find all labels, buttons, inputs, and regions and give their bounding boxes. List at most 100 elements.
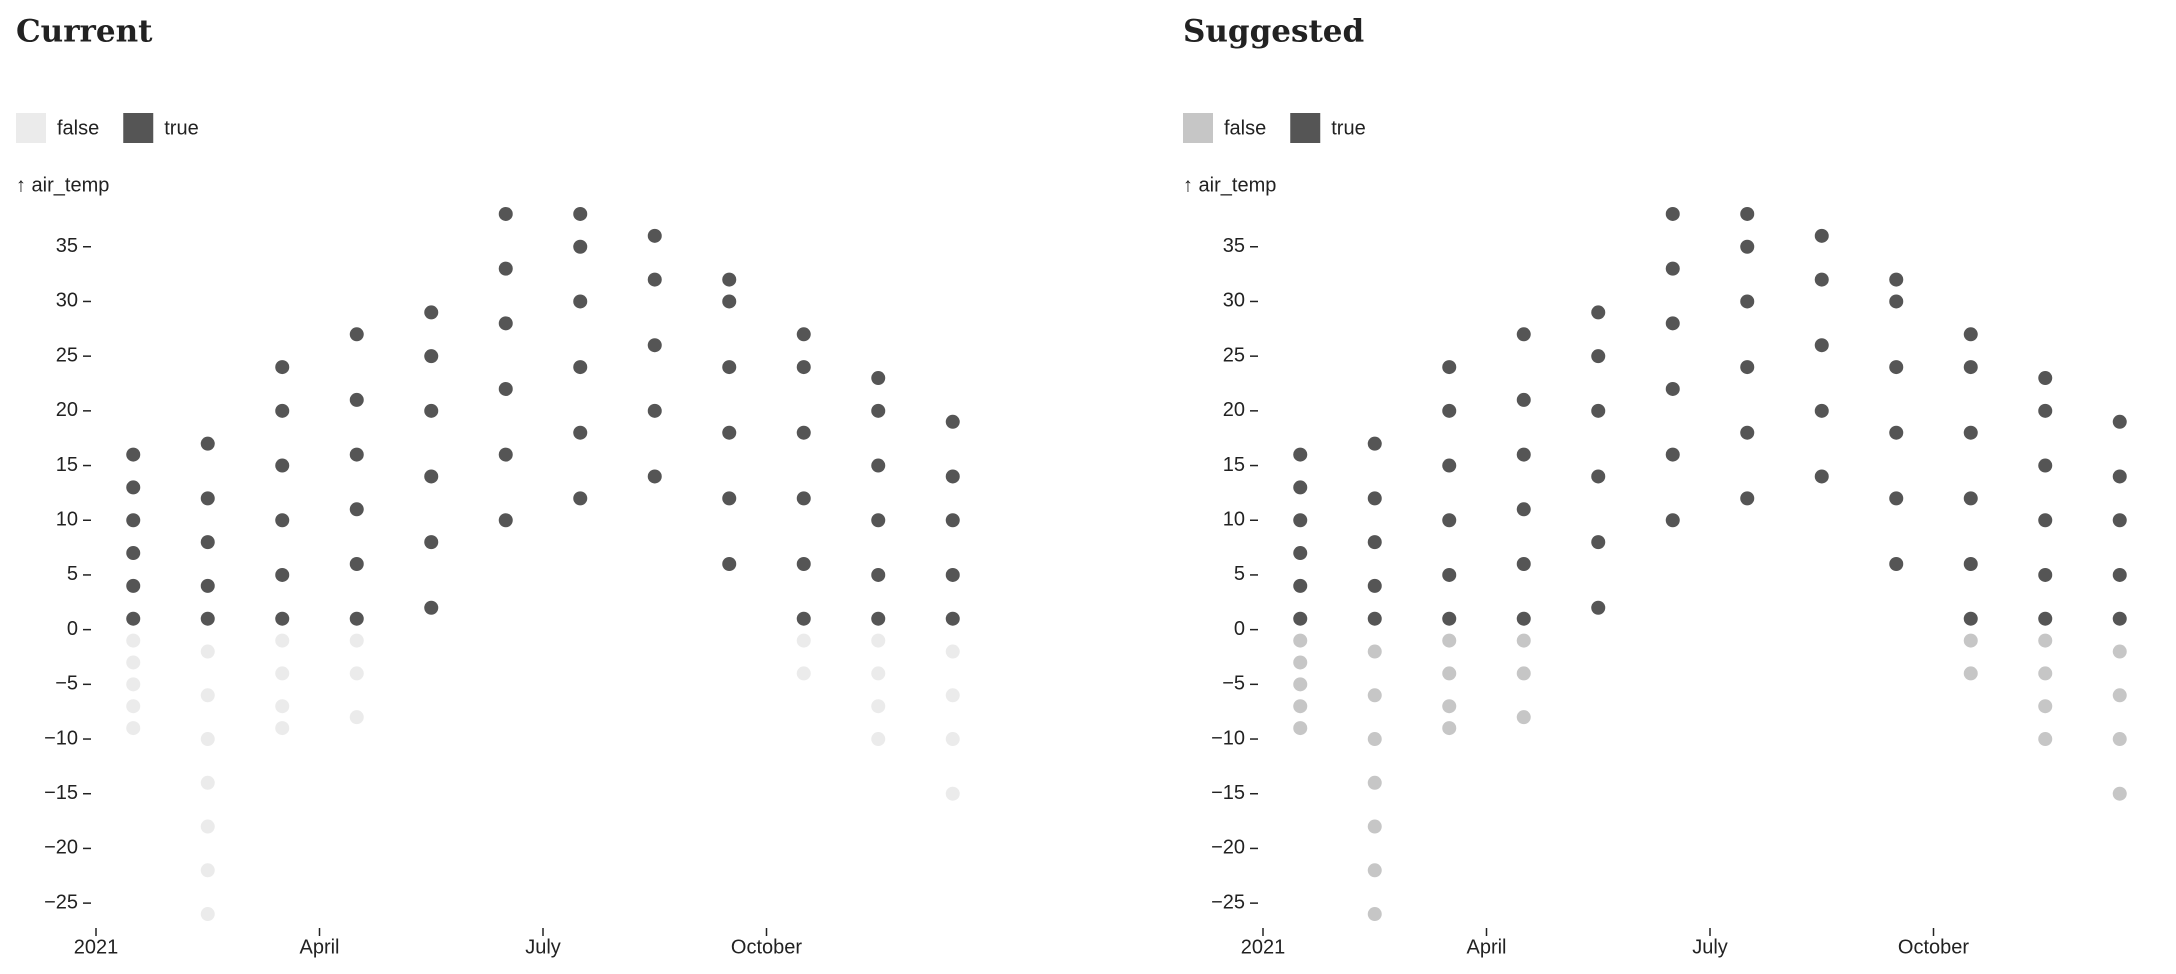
data-point [1442, 633, 1457, 648]
data-point [1442, 567, 1457, 582]
y-tick-label: −20 [44, 837, 78, 859]
legend-swatch [16, 113, 46, 143]
data-point [1293, 721, 1308, 736]
data-point [275, 666, 290, 681]
data-point [647, 272, 662, 287]
data-point [1740, 425, 1755, 440]
data-point [1814, 403, 1829, 418]
y-tick-label: 25 [1223, 344, 1245, 366]
data-point [275, 611, 290, 626]
data-point [1591, 535, 1606, 550]
x-tick-label: July [525, 936, 561, 958]
data-point [2038, 458, 2053, 473]
y-tick-label: 0 [67, 618, 78, 640]
data-point [424, 349, 439, 364]
data-point [2112, 567, 2127, 582]
data-point [1367, 732, 1382, 747]
y-tick-label: 20 [56, 399, 78, 421]
data-point [1591, 305, 1606, 320]
data-point [126, 677, 141, 692]
data-point [1516, 447, 1531, 462]
data-point [200, 907, 215, 922]
y-tick-label: −5 [1222, 673, 1245, 695]
data-point [498, 513, 513, 528]
data-point [349, 557, 364, 571]
data-point [1442, 611, 1457, 626]
y-tick-label: 30 [1223, 290, 1245, 312]
data-point [126, 655, 141, 670]
data-point [200, 491, 215, 506]
data-point [1516, 502, 1531, 517]
data-point [1367, 644, 1382, 659]
y-tick-label: −5 [55, 673, 78, 695]
data-point [796, 557, 811, 571]
data-point [573, 294, 588, 309]
data-point [2112, 732, 2127, 747]
data-point [1591, 403, 1606, 418]
data-point [1665, 206, 1680, 221]
data-point [349, 633, 364, 648]
data-point [796, 611, 811, 626]
data-point [126, 447, 141, 462]
data-point [1889, 425, 1904, 440]
data-point [200, 819, 215, 834]
y-tick-label: −10 [1211, 727, 1245, 749]
data-point [1442, 458, 1457, 473]
data-point [722, 272, 737, 287]
data-point [1740, 206, 1755, 221]
y-tick-label: 10 [56, 509, 78, 531]
data-point [1367, 775, 1382, 790]
data-point [1367, 907, 1382, 922]
data-point [1293, 655, 1308, 670]
data-point [1665, 513, 1680, 528]
y-tick-label: 20 [1223, 399, 1245, 421]
data-point [647, 469, 662, 484]
data-point [1516, 666, 1531, 681]
data-point [1367, 436, 1382, 451]
data-point [2038, 371, 2053, 386]
data-point [2038, 567, 2053, 582]
data-point [1293, 546, 1308, 561]
data-point [1293, 447, 1308, 462]
data-point [1442, 360, 1457, 375]
data-point [1963, 611, 1978, 626]
data-point [2038, 403, 2053, 418]
data-point [424, 403, 439, 418]
data-point [573, 360, 588, 375]
data-point [1665, 316, 1680, 331]
x-tick-label: 2021 [1241, 936, 1286, 958]
data-point [945, 567, 960, 582]
data-point [1591, 349, 1606, 364]
data-point [275, 513, 290, 528]
data-point [200, 578, 215, 593]
data-point [796, 425, 811, 440]
x-tick-label: October [1898, 936, 1969, 958]
data-point [722, 557, 737, 571]
data-point [945, 786, 960, 801]
data-point [275, 403, 290, 418]
data-point [275, 360, 290, 375]
data-point [1367, 819, 1382, 834]
data-point [945, 611, 960, 626]
data-point [573, 425, 588, 440]
data-point [1740, 360, 1755, 375]
data-point [349, 611, 364, 626]
data-point [1889, 272, 1904, 287]
data-point [275, 458, 290, 473]
data-point [424, 535, 439, 550]
data-point [200, 644, 215, 659]
data-point [796, 491, 811, 506]
data-point [722, 491, 737, 506]
x-tick-label: July [1692, 936, 1728, 958]
data-point [1814, 469, 1829, 484]
data-point [498, 206, 513, 221]
y-tick-label: 10 [1223, 509, 1245, 531]
data-point [275, 699, 290, 714]
data-point [2038, 633, 2053, 648]
data-point [1367, 688, 1382, 703]
y-tick-label: 30 [56, 290, 78, 312]
data-point [647, 403, 662, 418]
y-tick-label: 5 [67, 563, 78, 585]
data-point [722, 425, 737, 440]
